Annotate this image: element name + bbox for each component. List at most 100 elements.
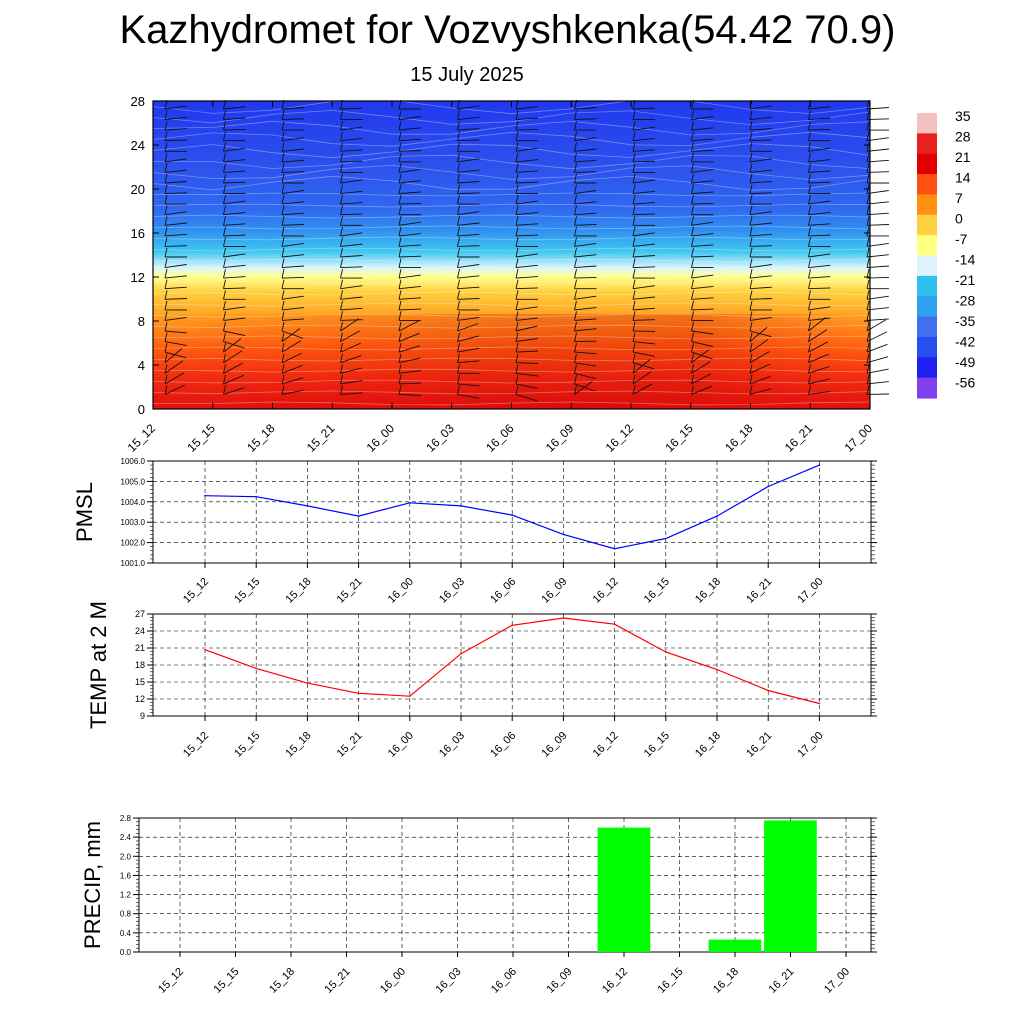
wind-barb-flag: [574, 269, 577, 279]
wind-barb: [340, 319, 363, 321]
wind-barb: [691, 168, 714, 173]
x-tick-label: 16_18: [711, 966, 741, 996]
x-tick-label: 16_21: [782, 421, 816, 455]
wind-barb: [164, 169, 187, 173]
wind-barb-flag: [749, 374, 753, 384]
wind-barb: [223, 362, 244, 374]
wind-barb: [340, 392, 363, 395]
contour-line: [152, 236, 871, 241]
wind-barb: [574, 372, 596, 380]
wind-barb: [574, 383, 596, 392]
wind-barb: [398, 233, 421, 237]
wind-barb-flag: [223, 195, 226, 205]
wind-barb: [691, 349, 710, 364]
colorbar-segment: [917, 311, 937, 318]
wind-barb-flag: [281, 364, 285, 374]
colorbar-segment: [917, 245, 937, 252]
wind-barb: [749, 181, 772, 184]
wind-barb: [866, 242, 889, 247]
wind-barb-flag: [632, 131, 636, 141]
wind-barb: [808, 211, 831, 216]
data-point: [357, 515, 360, 517]
wind-barb-flag: [691, 279, 694, 289]
x-tick-label: 16_15: [656, 966, 686, 996]
wind-barb-flag: [808, 216, 811, 226]
wind-barb: [632, 160, 656, 163]
wind-barb-flag: [281, 110, 285, 120]
wind-barb: [632, 351, 655, 357]
wind-barb-flag: [691, 205, 694, 215]
wind-barb-flag: [632, 279, 636, 289]
wind-barb-flag: [223, 290, 226, 300]
colorbar-segment: [917, 387, 937, 394]
wind-barb: [164, 330, 187, 334]
y-tick-label: 16: [131, 226, 145, 241]
wind-barb: [749, 339, 769, 353]
wind-barb: [866, 212, 889, 216]
wind-barb: [574, 242, 597, 247]
wind-barb: [164, 128, 187, 131]
wind-barb: [691, 244, 714, 247]
contour-line: [152, 143, 871, 159]
wind-barb-flag: [691, 163, 694, 173]
y-tick-label: 4: [138, 358, 145, 373]
wind-barb: [164, 158, 187, 163]
wind-barb: [632, 266, 656, 269]
wind-barb: [632, 285, 655, 290]
wind-barb: [398, 202, 422, 205]
wind-barb-flag: [398, 300, 402, 310]
wind-barb: [223, 387, 245, 395]
wind-barb-flag: [691, 332, 694, 342]
wind-barb: [281, 330, 303, 339]
wind-barb: [808, 317, 827, 332]
wind-barb-flag: [223, 131, 226, 141]
wind-barb-flag: [457, 237, 460, 247]
wind-barb: [574, 328, 597, 332]
y-tick-label: 2.0: [120, 852, 132, 861]
wind-barb-flag: [340, 311, 343, 321]
contour-line: [152, 302, 870, 307]
wind-barb-flag: [808, 343, 811, 353]
wind-barb: [223, 276, 246, 279]
wind-barb: [223, 264, 246, 269]
x-tick-label: 17_00: [842, 421, 876, 455]
wind-barb-flag: [340, 279, 343, 289]
wind-barb-flag: [515, 385, 519, 395]
data-point: [665, 537, 667, 540]
wind-barb: [223, 287, 246, 290]
wind-barb-flag: [457, 385, 460, 395]
wind-barb-flag: [866, 237, 870, 247]
wind-barb-flag: [164, 142, 168, 152]
wind-barb-flag: [281, 152, 285, 162]
wind-barb-flag: [749, 290, 753, 300]
wind-barb: [866, 254, 889, 258]
wind-barb-flag: [691, 226, 694, 236]
colorbar-segment: [917, 260, 937, 267]
wind-barb-flag: [340, 247, 343, 258]
colorbar-label: -7: [955, 231, 968, 247]
wind-barb: [223, 223, 246, 226]
wind-barb-flag: [281, 195, 285, 205]
wind-barb: [866, 307, 889, 311]
wind-barb-flag: [691, 269, 694, 279]
wind-barb-flag: [457, 311, 460, 321]
wind-barb-flag: [457, 205, 460, 215]
wind-barb-flag: [632, 152, 636, 162]
wind-barb-flag: [457, 374, 460, 384]
wind-barb-flag: [691, 343, 694, 353]
wind-barb-flag: [866, 195, 870, 205]
wind-barb-flag: [281, 343, 285, 353]
y-tick-label: 2.4: [120, 833, 132, 842]
wind-barb-flag: [340, 226, 343, 236]
wind-barb-flag: [574, 226, 577, 236]
contour-line: [152, 225, 871, 230]
wind-barb-flag: [574, 205, 577, 215]
wind-barb-flag: [457, 131, 460, 141]
wind-barb-flag: [398, 195, 402, 205]
wind-barb: [281, 254, 304, 258]
wind-barb: [164, 360, 184, 374]
data-point: [613, 547, 616, 550]
wind-barb: [457, 181, 480, 184]
wind-barb-flag: [281, 247, 285, 258]
wind-barb-flag: [398, 237, 402, 247]
